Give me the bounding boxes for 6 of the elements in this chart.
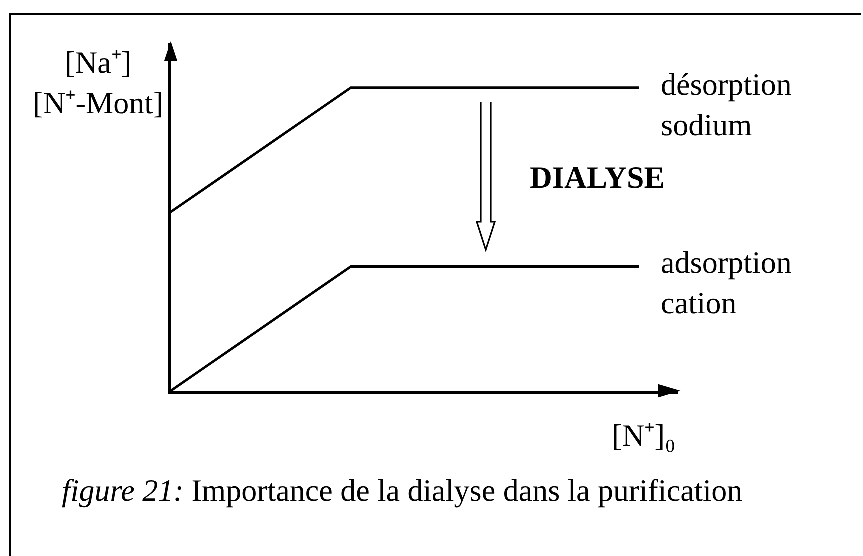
series-label: adsorption cation (661, 245, 792, 320)
x-axis-title: [N⁺]₀ (612, 418, 676, 453)
caption: figure 21: Importance de la dialyse dans la purification (62, 473, 744, 508)
series-label: désorption sodium (661, 67, 792, 142)
annotation: DIALYSE (530, 160, 665, 195)
y-axis-title: [Na⁺] [N⁺-Mont] (33, 45, 164, 120)
